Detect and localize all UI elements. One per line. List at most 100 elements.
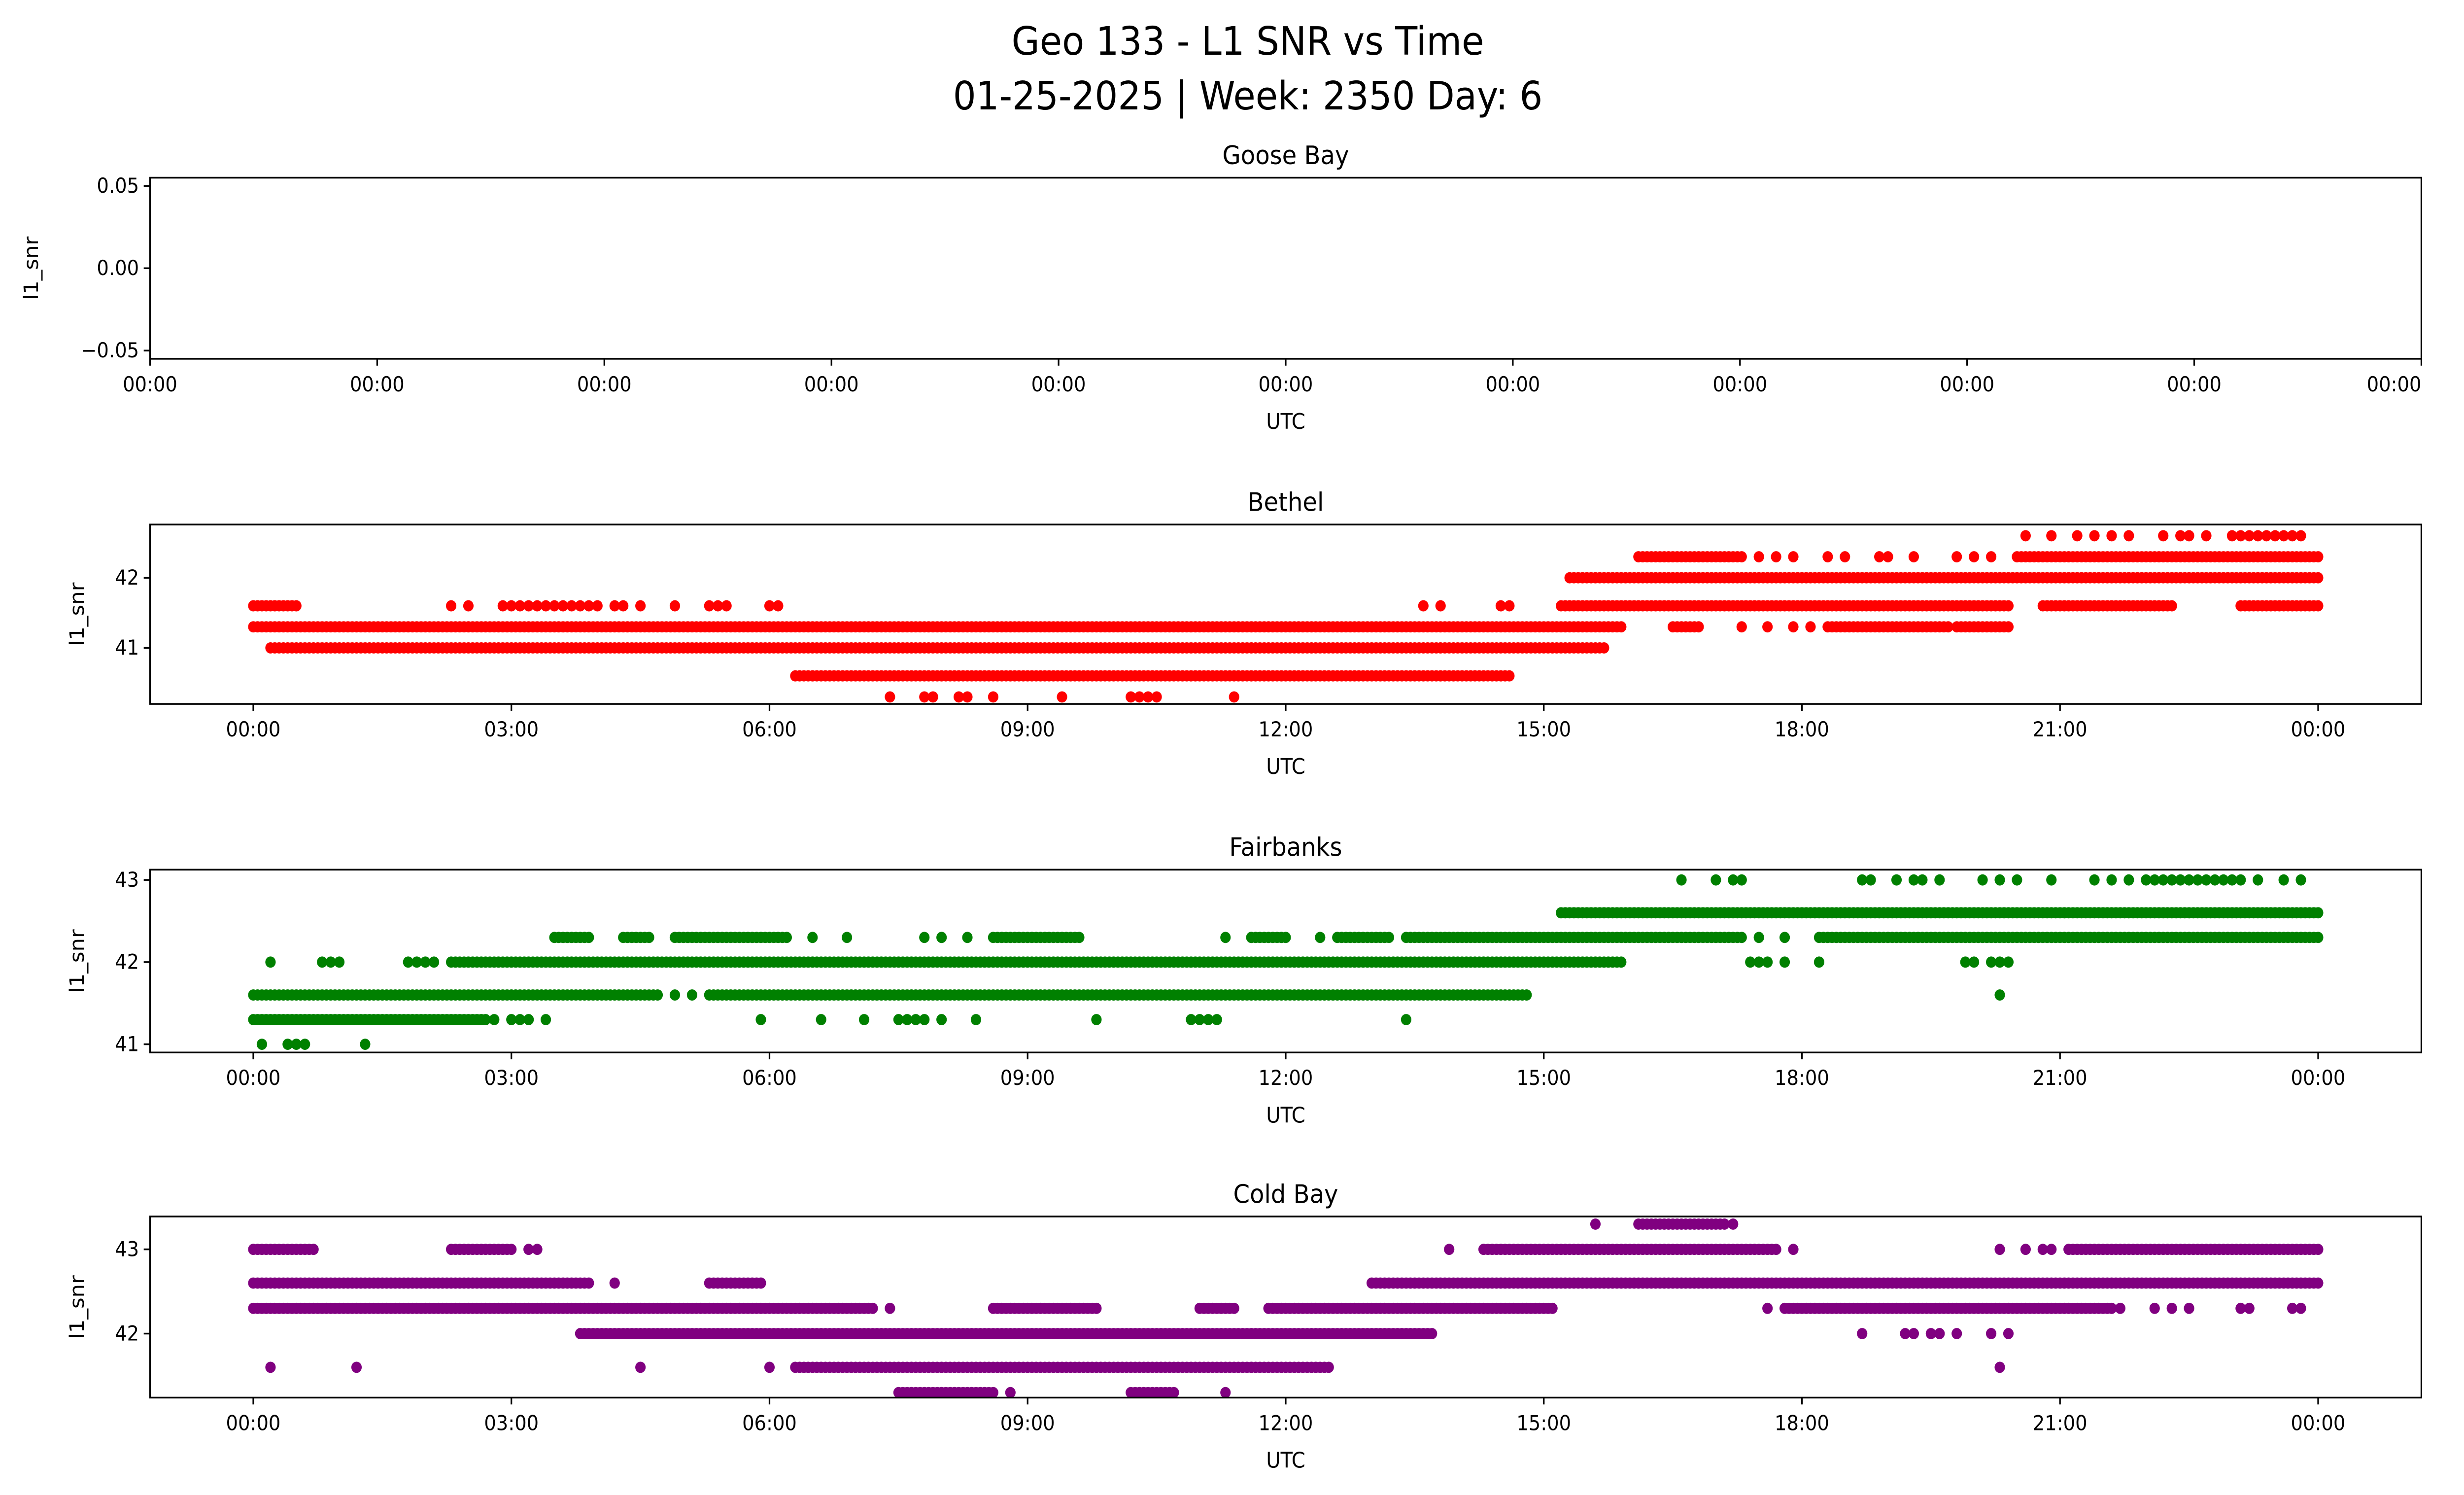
data-point [1857, 874, 1868, 886]
data-point [970, 1014, 982, 1025]
y-tick-label: 0.00 [97, 257, 139, 280]
data-point [2261, 530, 2272, 542]
x-tick-label: 15:00 [1516, 1412, 1571, 1435]
y-axis-label: l1_snr [19, 236, 42, 300]
figure-title-line2: 01-25-2025 | Week: 2350 Day: 6 [953, 73, 1543, 119]
data-point [1874, 551, 1885, 562]
data-point [2046, 1244, 2057, 1255]
data-point [1194, 1014, 1205, 1025]
data-point [2209, 874, 2221, 886]
panel-title: Bethel [1248, 487, 1324, 517]
data-point [2166, 874, 2177, 886]
data-point [1736, 874, 1747, 886]
data-point [1211, 1014, 1222, 1025]
data-point [1805, 621, 1816, 633]
data-point [1315, 932, 1326, 943]
data-point [704, 600, 715, 612]
x-tick-label: 00:00 [350, 373, 405, 396]
x-tick-label: 12:00 [1259, 1067, 1313, 1090]
data-point [669, 600, 681, 612]
y-tick-label: 42 [115, 1322, 139, 1346]
x-tick-label: 00:00 [1485, 373, 1540, 396]
data-point [2106, 530, 2117, 542]
data-point [1091, 1302, 1102, 1314]
x-tick-label: 09:00 [1000, 718, 1055, 742]
data-point [755, 1277, 766, 1289]
data-points [248, 530, 2324, 703]
data-point [962, 691, 973, 703]
x-tick-label: 03:00 [484, 1412, 539, 1435]
data-point [575, 600, 585, 612]
data-point [2003, 600, 2014, 612]
data-point [2175, 530, 2186, 542]
data-point [291, 1039, 302, 1050]
data-point [773, 600, 784, 612]
x-tick-label: 18:00 [1775, 1412, 1829, 1435]
data-point [2106, 1302, 2117, 1314]
y-tick-label: −0.05 [81, 339, 139, 363]
data-point [2072, 530, 2083, 542]
data-point [532, 1244, 543, 1255]
data-point [635, 1361, 646, 1373]
data-point [429, 956, 440, 968]
data-point [1280, 932, 1291, 943]
data-point [1736, 621, 1747, 633]
x-axis-label: UTC [1266, 409, 1305, 434]
data-point [549, 600, 560, 612]
x-tick-label: 21:00 [2033, 1412, 2088, 1435]
data-point [2012, 874, 2022, 886]
data-point [1762, 1302, 1773, 1314]
data-point [2244, 1302, 2255, 1314]
data-point [1427, 1328, 1437, 1339]
y-tick-label: 0.05 [97, 174, 139, 198]
data-point [514, 600, 525, 612]
x-tick-label: 09:00 [1000, 1412, 1055, 1435]
data-point [1736, 932, 1747, 943]
data-point [893, 1014, 904, 1025]
data-point [1917, 874, 1928, 886]
data-point [936, 1014, 947, 1025]
data-point [919, 1014, 930, 1025]
x-tick-label: 06:00 [742, 718, 797, 742]
data-point [256, 1039, 268, 1050]
data-point [988, 1387, 998, 1398]
data-point [1788, 1244, 1799, 1255]
data-point [2287, 530, 2298, 542]
data-point [1203, 1014, 1214, 1025]
data-point [755, 1014, 766, 1025]
x-tick-label: 21:00 [2033, 1067, 2088, 1090]
y-tick-label: 43 [115, 869, 139, 892]
data-point [1814, 956, 1824, 968]
data-point [936, 932, 947, 943]
data-point [2235, 530, 2246, 542]
data-point [2020, 530, 2031, 542]
data-point [1616, 956, 1627, 968]
data-point [1435, 600, 1446, 612]
figure-title-line1: Geo 133 - L1 SNR vs Time [1012, 19, 1484, 64]
data-point [497, 600, 508, 612]
data-point [669, 989, 681, 1001]
data-point [2003, 956, 2014, 968]
x-tick-label: 03:00 [484, 718, 539, 742]
data-point [1186, 1014, 1197, 1025]
data-point [1711, 874, 1721, 886]
data-point [2089, 874, 2100, 886]
data-point [686, 989, 697, 1001]
data-point [1779, 956, 1790, 968]
x-tick-label: 00:00 [1940, 373, 1994, 396]
data-point [265, 956, 276, 968]
data-point [1229, 1302, 1239, 1314]
data-point [2295, 874, 2306, 886]
data-point [2089, 530, 2100, 542]
x-tick-label: 00:00 [2291, 1412, 2346, 1435]
y-axis-label: l1_snr [65, 929, 88, 993]
data-point [2313, 1277, 2324, 1289]
data-point [2313, 932, 2324, 943]
y-tick-label: 42 [115, 950, 139, 974]
y-axis-label: l1_snr [65, 1275, 88, 1339]
panel-fairbanks: Fairbanks 41 42 43 00:00 03:00 06:00 09:00 12:00… [65, 833, 2423, 1128]
data-point [1504, 670, 1515, 682]
x-tick-label: 15:00 [1516, 1067, 1571, 1090]
data-point [1229, 691, 1239, 703]
data-point [2253, 874, 2263, 886]
